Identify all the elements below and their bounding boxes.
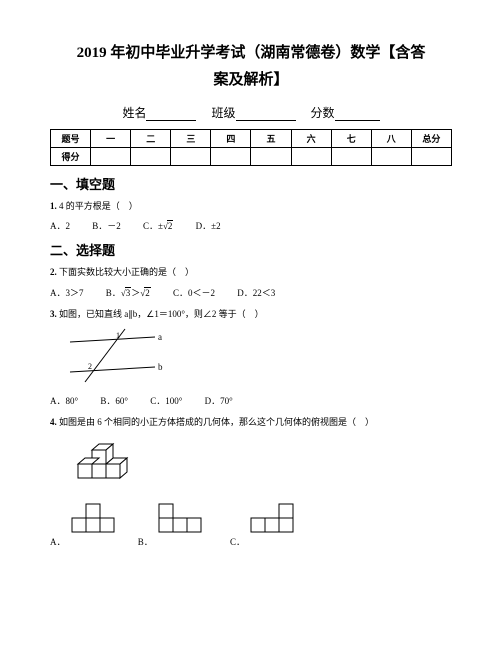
option-a: A．2	[50, 219, 70, 232]
sqrt-icon: 3	[121, 288, 131, 298]
q3-options: A．80° B．60° C．100° D．70°	[50, 394, 452, 407]
row-label: 得分	[51, 148, 91, 166]
option-c: C．0＜－2	[173, 286, 215, 299]
q-number: 1.	[50, 201, 57, 211]
line-b-label: b	[158, 362, 163, 372]
topview-b-icon	[155, 500, 215, 545]
score-cell[interactable]	[371, 148, 411, 166]
q-number: 4.	[50, 417, 57, 427]
option-c: C．±2	[143, 219, 173, 232]
q-stem: 如图，已知直线 a∥b，∠1＝100°，则∠2 等于（ ）	[57, 309, 264, 319]
q-number: 3.	[50, 309, 57, 319]
col-header: 四	[211, 130, 251, 148]
col-header: 三	[171, 130, 211, 148]
option-d: D．±2	[196, 219, 221, 232]
angle1-label: 1	[116, 331, 120, 340]
score-cell[interactable]	[171, 148, 211, 166]
score-cell[interactable]	[251, 148, 291, 166]
class-label: 班级	[211, 106, 235, 120]
q-number: 2.	[50, 267, 57, 277]
topview-a-icon	[68, 500, 123, 545]
page-title-line1: 2019 年初中毕业升学考试（湖南常德卷）数学【含答	[50, 40, 452, 67]
col-header: 六	[291, 130, 331, 148]
class-blank[interactable]	[236, 107, 296, 121]
score-cell[interactable]	[331, 148, 371, 166]
option-b: B．60°	[100, 394, 128, 407]
col-header: 八	[371, 130, 411, 148]
option-a: A．80°	[50, 394, 78, 407]
q3-figure: a b 1 2	[60, 327, 452, 390]
option-b: B．－2	[92, 219, 121, 232]
option-b: B．3＞2	[106, 286, 151, 299]
option-a: A．3＞7	[50, 286, 84, 299]
score-cell[interactable]	[211, 148, 251, 166]
score-cell[interactable]	[411, 148, 451, 166]
option-a: A．	[50, 500, 123, 548]
q4-figure	[70, 436, 452, 494]
q-stem: 4 的平方根是（ ）	[57, 201, 138, 211]
option-d: D．22＜3	[237, 286, 275, 299]
score-label: 分数	[311, 106, 335, 120]
table-row: 得分	[51, 148, 452, 166]
angle2-label: 2	[88, 362, 92, 371]
parallel-lines-figure: a b 1 2	[60, 327, 170, 387]
col-header: 七	[331, 130, 371, 148]
col-header: 总分	[411, 130, 451, 148]
score-table: 题号 一 二 三 四 五 六 七 八 总分 得分	[50, 129, 452, 166]
page-title-line2: 案及解析】	[50, 67, 452, 94]
q2-options: A．3＞7 B．3＞2 C．0＜－2 D．22＜3	[50, 286, 452, 299]
cube-3d-figure	[70, 436, 140, 491]
option-c: C．	[230, 500, 307, 548]
option-d: D．70°	[205, 394, 233, 407]
score-cell[interactable]	[91, 148, 131, 166]
sqrt-icon: 2	[163, 221, 173, 231]
name-label: 姓名	[122, 106, 146, 120]
topview-c-icon	[247, 500, 307, 545]
sqrt-icon: 2	[140, 288, 150, 298]
q1-options: A．2 B．－2 C．±2 D．±2	[50, 219, 452, 232]
student-info: 姓名 班级 分数	[50, 104, 452, 121]
q-stem: 下面实数比较大小正确的是（ ）	[57, 267, 194, 277]
col-header: 五	[251, 130, 291, 148]
question-4: 4. 如图是由 6 个相同的小正方体搭成的几何体，那么这个几何体的俯视图是（ ）	[50, 415, 452, 429]
section-heading: 一、填空题	[50, 174, 452, 193]
col-header: 二	[131, 130, 171, 148]
question-3: 3. 如图，已知直线 a∥b，∠1＝100°，则∠2 等于（ ）	[50, 307, 452, 321]
question-2: 2. 下面实数比较大小正确的是（ ）	[50, 265, 452, 279]
option-c: C．100°	[150, 394, 182, 407]
score-cell[interactable]	[131, 148, 171, 166]
score-blank[interactable]	[335, 107, 380, 121]
col-header: 一	[91, 130, 131, 148]
table-row: 题号 一 二 三 四 五 六 七 八 总分	[51, 130, 452, 148]
q-stem: 如图是由 6 个相同的小正方体搭成的几何体，那么这个几何体的俯视图是（ ）	[57, 417, 374, 427]
section-heading: 二、选择题	[50, 240, 452, 259]
score-cell[interactable]	[291, 148, 331, 166]
name-blank[interactable]	[146, 107, 196, 121]
col-header: 题号	[51, 130, 91, 148]
q4-options: A． B． C．	[50, 500, 452, 548]
line-a-label: a	[158, 332, 162, 342]
question-1: 1. 4 的平方根是（ ）	[50, 199, 452, 213]
option-b: B．	[138, 500, 215, 548]
